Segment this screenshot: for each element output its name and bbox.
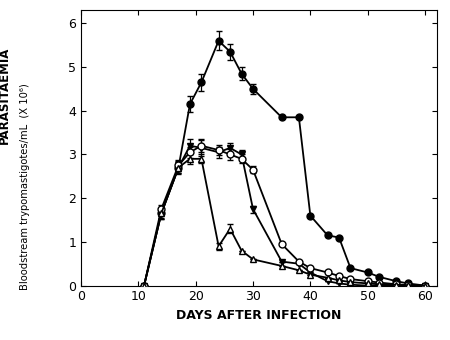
Text: PARASITAEMIA: PARASITAEMIA (0, 47, 11, 144)
X-axis label: DAYS AFTER INFECTION: DAYS AFTER INFECTION (176, 309, 342, 322)
Text: Bloodstream trypomastigotes/mL  (X 10⁶): Bloodstream trypomastigotes/mL (X 10⁶) (20, 84, 30, 290)
